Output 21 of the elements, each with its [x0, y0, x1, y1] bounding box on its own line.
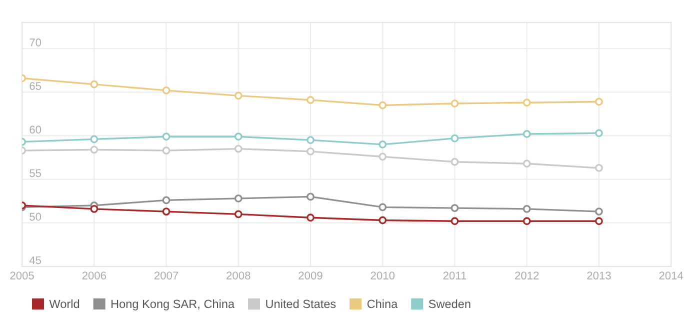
- y-tick-label: 65: [30, 82, 42, 90]
- x-tick-label: 2006: [82, 272, 106, 280]
- y-tick-label: 60: [30, 126, 42, 134]
- y-tick-label: 45: [29, 256, 42, 264]
- legend-label: Sweden: [428, 299, 470, 308]
- x-tick-label: 2010: [370, 272, 395, 280]
- y-tick-label: 50: [30, 212, 42, 221]
- x-tick-label: 2011: [443, 272, 466, 280]
- legend-label: China: [367, 299, 398, 308]
- x-tick-label: 2014: [659, 272, 684, 280]
- x-tick-label: 2005: [10, 272, 34, 280]
- x-tick-label: 2007: [154, 272, 178, 280]
- x-tick-label: 2013: [587, 272, 611, 280]
- x-tick-label: 2009: [298, 272, 322, 280]
- legend-label: United States: [266, 299, 336, 308]
- legend-label: Hong Kong SAR, China: [111, 299, 235, 310]
- y-tick-label: 70: [30, 38, 42, 46]
- x-tick-label: 2008: [226, 272, 250, 280]
- y-tick-label: 55: [30, 169, 42, 178]
- x-tick-label: 2012: [515, 272, 539, 280]
- legend-label: World: [49, 299, 80, 308]
